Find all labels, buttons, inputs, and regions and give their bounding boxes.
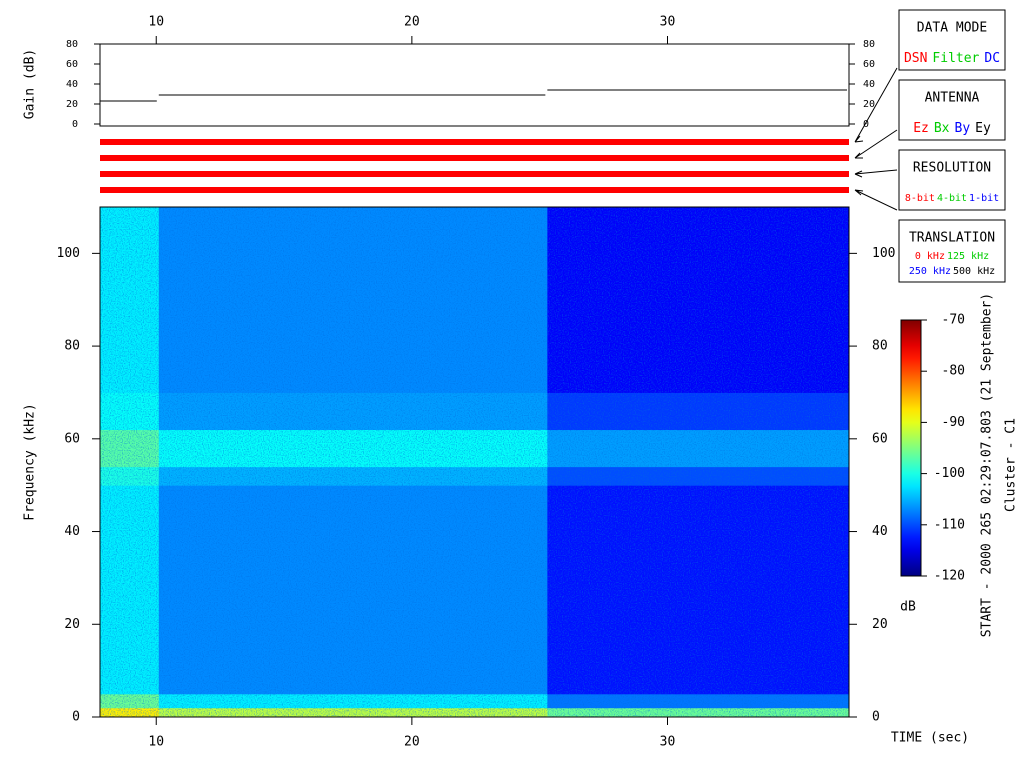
y-tick-label: 80 [64,339,80,354]
colorbar-tick-label: -120 [934,569,965,584]
legend-item: 1-bit [969,193,999,204]
legend-box-title: ANTENNA [925,91,980,106]
arrow [854,169,898,178]
arrow [854,129,898,159]
y-tick-label-right: 20 [872,617,888,632]
y-tick-label: 20 [64,617,80,632]
info-text: START - 2000 265 02:29:07.803 (21 Septem… [980,293,995,637]
y-tick-label: 60 [64,431,80,446]
y-tick-label: 100 [57,246,80,261]
indicator-bar [100,139,849,145]
y-tick-label: 0 [72,710,80,725]
legend-box-frame [898,219,1006,283]
legend-item: By [955,121,971,136]
legend-box-frame [898,149,1006,211]
legend-box-frame [898,79,1006,141]
plot-background [100,44,849,126]
indicator-bars [100,67,898,211]
y-tick-label: 80 [66,39,78,50]
legend-item: 125 kHz [947,251,989,262]
y-tick-label-right: 100 [872,246,895,261]
legend-item: Bx [934,121,950,136]
legend-item: 4-bit [937,193,967,204]
legend-box-title: TRANSLATION [909,231,995,246]
y-axis-label: Gain (dB) [23,49,38,119]
x-axis-label: TIME (sec) [891,731,969,746]
legend-item: 8-bit [905,193,935,204]
legend-box: RESOLUTION 8-bit 4-bit 1-bit [898,149,1006,211]
legend-box-title: DATA MODE [917,21,987,36]
noise-texture [100,207,849,717]
info-text: Cluster - C1 [1004,418,1019,512]
legend-item: Filter [932,51,979,66]
x-tick-label: 30 [660,735,676,750]
colorbar-label: dB [900,600,916,615]
arrow [854,67,898,143]
indicator-bar [100,155,849,161]
legend-item: DSN [904,51,927,66]
colorbar-tick-label: -70 [942,313,965,328]
y-tick-label-right: 60 [863,59,875,70]
legend-row: 8-bit 4-bit 1-bit [905,193,999,204]
legend-item: DC [984,51,1000,66]
colorbar [900,319,922,577]
legend-box: ANTENNA Ez Bx By Ey [898,79,1006,141]
x-tick-label: 10 [148,735,164,750]
y-tick-label-right: 80 [863,39,875,50]
legend-item: Ey [975,121,991,136]
legend-item: 0 kHz [915,251,945,262]
legend-box-frame [898,9,1006,71]
arrow [854,189,898,211]
indicator-bar [100,187,849,193]
x-tick-label-top: 20 [404,15,420,30]
y-tick-label-right: 80 [872,339,888,354]
y-tick-label-right: 0 [872,710,880,725]
indicator-bar [100,171,849,177]
indicator-arrows [854,67,898,211]
colorbar-tick-label: -100 [934,466,965,481]
x-tick-label: 20 [404,735,420,750]
x-tick-label-top: 10 [148,15,164,30]
legend-row: Ez Bx By Ey [913,121,991,136]
legend-item: 500 kHz [953,266,995,277]
y-axis-label: Frequency (kHz) [23,403,38,520]
y-tick-label-right: 0 [863,119,869,130]
y-tick-label: 20 [66,99,78,110]
plot-frame [99,206,850,718]
plot-frame [99,43,850,127]
x-tick-label-top: 30 [660,15,676,30]
legend-row: DSN Filter DC [904,51,1000,66]
legend-box: TRANSLATION 0 kHz 125 kHz 250 kHz 500 kHz [898,219,1006,283]
legend-box-title: RESOLUTION [913,161,991,176]
legend-item: Ez [913,121,929,136]
legend-box: DATA MODE DSN Filter DC [898,9,1006,71]
y-tick-label-right: 40 [863,79,875,90]
legend-item: 250 kHz [909,266,951,277]
colorbar-tick-label: -110 [934,517,965,532]
colorbar-tick-label: -90 [942,415,965,430]
y-tick-label-right: 20 [863,99,875,110]
colorbar-tick-label: -80 [942,364,965,379]
legend-row: 250 kHz 500 kHz [909,266,995,277]
y-tick-label: 40 [64,524,80,539]
legend-row: 0 kHz 125 kHz [915,251,989,262]
y-tick-label-right: 60 [872,431,888,446]
y-tick-label: 40 [66,79,78,90]
y-tick-label: 60 [66,59,78,70]
y-tick-label: 0 [72,119,78,130]
y-tick-label-right: 40 [872,524,888,539]
